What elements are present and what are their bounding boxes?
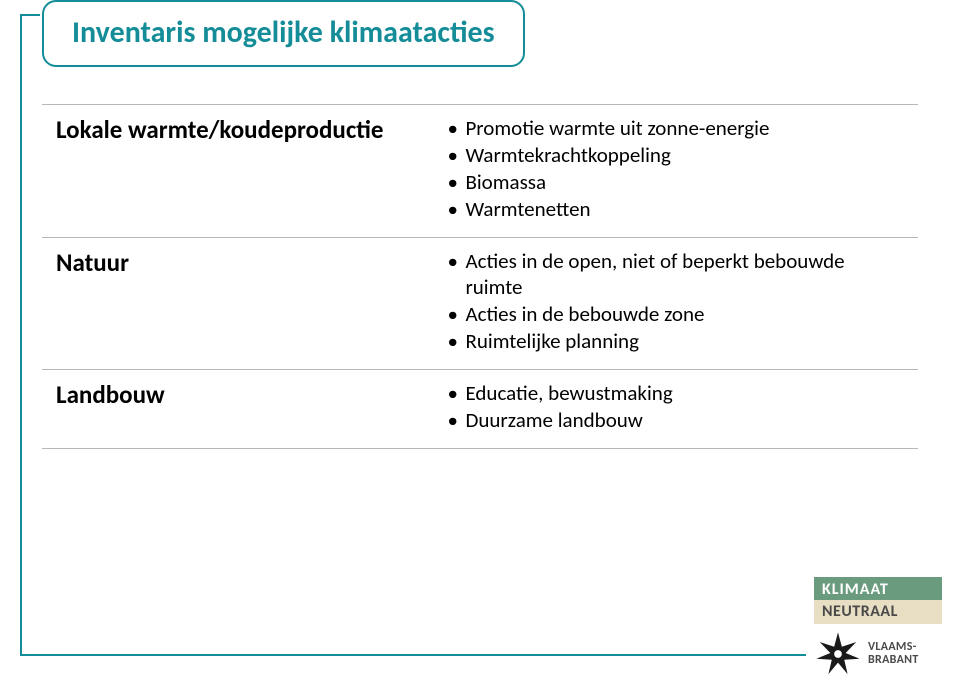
row-heading: Landbouw	[42, 370, 427, 449]
slide-title: Inventaris mogelijke klimaatacties	[72, 14, 495, 51]
logo-bottom-row: VLAAMS- BRABANT	[814, 630, 942, 678]
frame-line-left	[20, 14, 22, 656]
frame-line-top	[20, 14, 40, 16]
slide: Inventaris mogelijke klimaatacties Lokal…	[0, 0, 960, 696]
list-item: Biomassa	[441, 169, 904, 196]
row-items: Promotie warmte uit zonne-energie Warmte…	[427, 105, 918, 238]
logo-word-klimaat: KLIMAAT	[814, 577, 942, 601]
list-item: Educatie, bewustmaking	[441, 380, 904, 407]
list-item: Duurzame landbouw	[441, 407, 904, 434]
list-item: Ruimtelijke planning	[441, 328, 904, 355]
title-box: Inventaris mogelijke klimaatacties	[42, 0, 525, 67]
list-item: Acties in de bebouwde zone	[441, 301, 904, 328]
row-items: Acties in de open, niet of beperkt bebou…	[427, 237, 918, 370]
logo-word-neutraal: NEUTRAAL	[814, 600, 942, 624]
asterisk-icon	[814, 630, 862, 678]
list-item: Promotie warmte uit zonne-energie	[441, 115, 904, 142]
frame-line-bottom	[20, 654, 806, 656]
row-heading: Lokale warmte/koudeproductie	[42, 105, 427, 238]
row-heading: Natuur	[42, 237, 427, 370]
list-item: Acties in de open, niet of beperkt bebou…	[441, 248, 904, 302]
logo-brand-text: VLAAMS- BRABANT	[868, 641, 919, 666]
logo-klimaat-neutraal: KLIMAAT NEUTRAAL VLAAMS- BRABANT	[814, 577, 942, 678]
content-table: Lokale warmte/koudeproductie Promotie wa…	[42, 104, 918, 449]
bullet-list: Acties in de open, niet of beperkt bebou…	[441, 248, 904, 356]
table-row: Landbouw Educatie, bewustmaking Duurzame…	[42, 370, 918, 449]
bullet-list: Promotie warmte uit zonne-energie Warmte…	[441, 115, 904, 223]
table-row: Natuur Acties in de open, niet of beperk…	[42, 237, 918, 370]
bullet-list: Educatie, bewustmaking Duurzame landbouw	[441, 380, 904, 434]
list-item: Warmtekrachtkoppeling	[441, 142, 904, 169]
list-item: Warmtenetten	[441, 196, 904, 223]
table-row: Lokale warmte/koudeproductie Promotie wa…	[42, 105, 918, 238]
row-items: Educatie, bewustmaking Duurzame landbouw	[427, 370, 918, 449]
logo-brand-line2: BRABANT	[868, 654, 919, 667]
